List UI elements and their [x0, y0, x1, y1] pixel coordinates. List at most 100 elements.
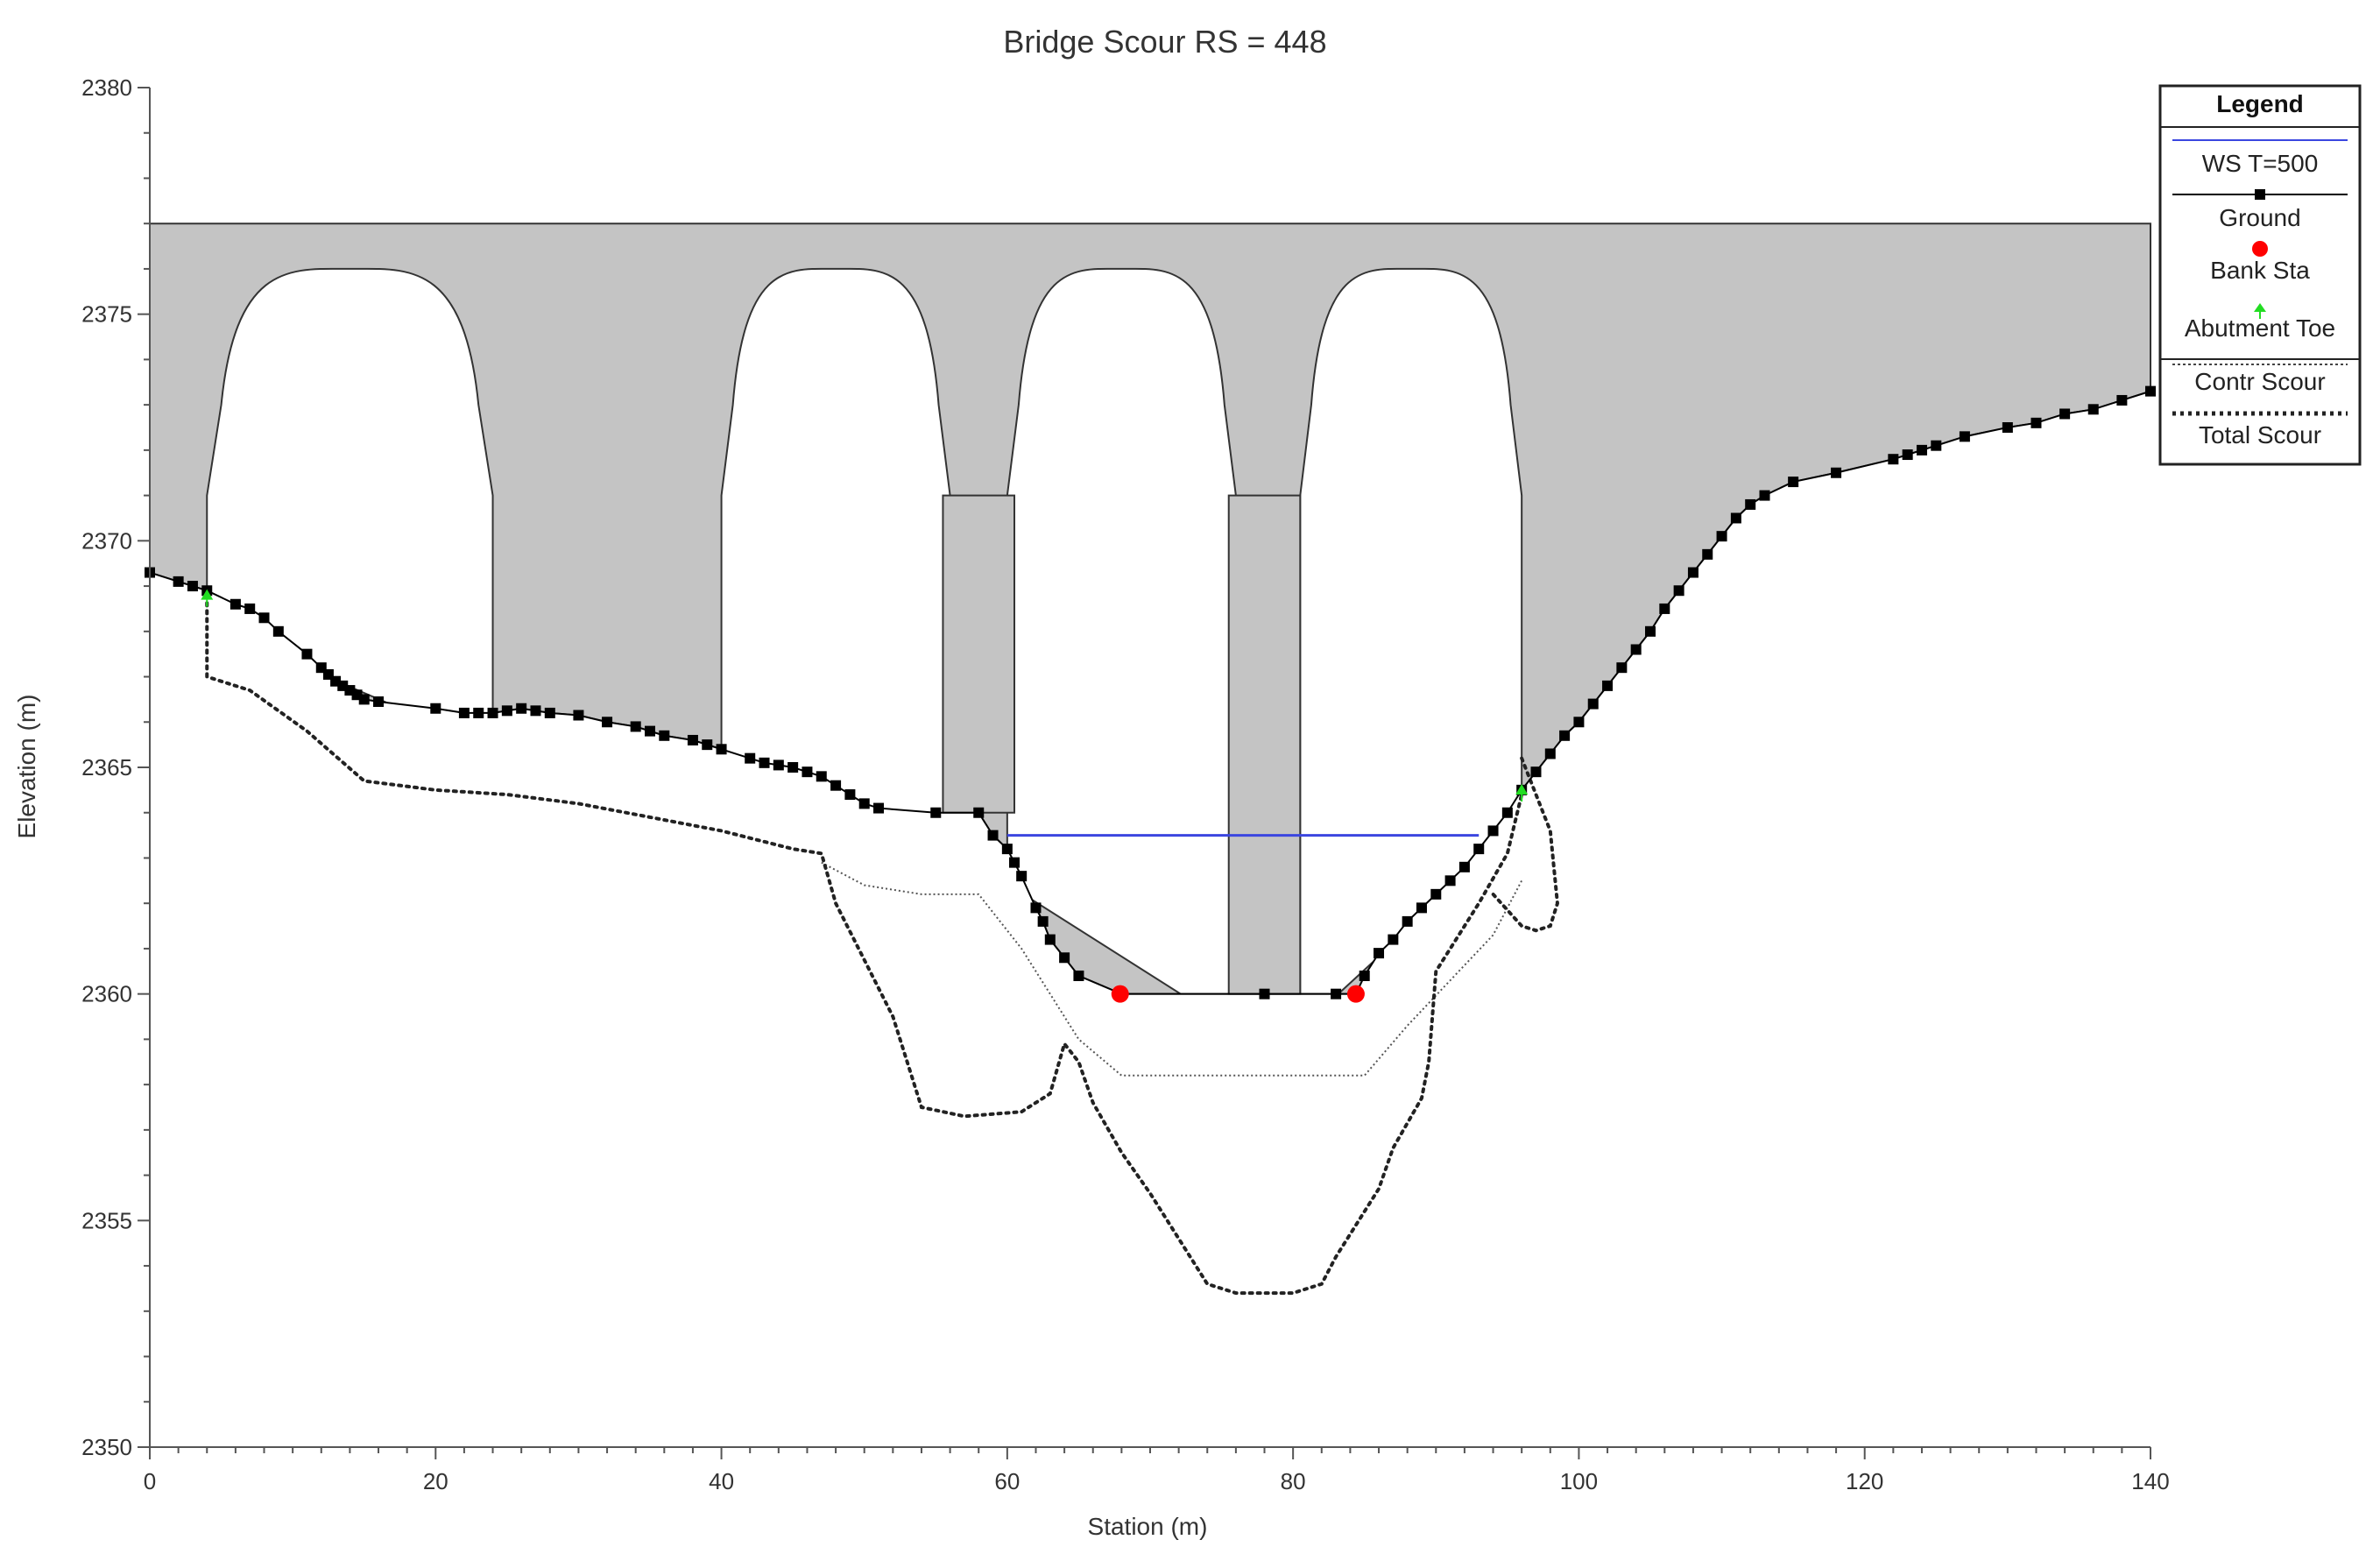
- ground-point: [702, 739, 713, 751]
- ground-point: [1259, 988, 1270, 999]
- ground-point: [1001, 844, 1013, 855]
- legend-entry-contr-scour: Contr Scour: [2194, 368, 2325, 395]
- ground-point: [602, 717, 613, 728]
- arch-opening-3: [1006, 267, 1237, 1031]
- y-tick-label: 2370: [81, 527, 132, 554]
- ground-point: [759, 757, 770, 768]
- ground-point: [1645, 625, 1656, 637]
- y-tick-label: 2375: [81, 301, 132, 328]
- ground-point: [1916, 444, 1927, 456]
- y-tick-label: 2380: [81, 74, 132, 101]
- ground-point: [773, 759, 784, 771]
- ground-point: [1616, 662, 1628, 674]
- ground-point: [1473, 844, 1485, 855]
- ground-point: [244, 603, 256, 614]
- y-axis-label: Elevation (m): [13, 695, 40, 839]
- ground-point: [430, 703, 441, 714]
- ground-point: [487, 707, 498, 718]
- ground-point: [1959, 431, 1970, 442]
- ground-point: [1073, 970, 1084, 981]
- x-tick-label: 20: [423, 1468, 448, 1494]
- ground-point: [1037, 915, 1049, 927]
- legend-abutment-marker: [2254, 303, 2266, 312]
- ground-point: [1659, 603, 1670, 614]
- x-ticks: 0 20 40 60 80 100 120 140: [144, 1447, 2170, 1494]
- ground-point: [1044, 934, 1056, 945]
- abutment-toe-point: [1515, 784, 1529, 795]
- legend-bank-marker: [2252, 241, 2268, 257]
- ground-point: [458, 707, 470, 718]
- arch-opening-2: [720, 267, 951, 850]
- ground-point: [830, 780, 842, 791]
- ground-point: [1030, 902, 1042, 914]
- ground-point: [1716, 531, 1727, 542]
- ground-point: [2030, 417, 2042, 428]
- ground-point: [716, 744, 727, 755]
- ground-point: [1430, 888, 1442, 900]
- ground-point: [1602, 680, 1614, 691]
- bank-sta-point: [1346, 985, 1365, 1003]
- ground-point: [2145, 385, 2156, 397]
- x-tick-label: 60: [994, 1468, 1020, 1494]
- ground-point: [930, 807, 942, 818]
- ground-point: [473, 707, 484, 718]
- ground-point: [1745, 498, 1756, 510]
- ground-point: [687, 734, 698, 745]
- legend-box: [2158, 84, 2362, 466]
- ground-point: [1388, 934, 1399, 945]
- legend-ground-marker: [2255, 189, 2265, 200]
- ground-point: [1673, 585, 1684, 597]
- ground-point: [1759, 490, 1770, 501]
- ground-point: [2059, 408, 2071, 420]
- legend-entry-abutment-toe: Abutment Toe: [2185, 314, 2335, 342]
- arch-opening-4: [1299, 267, 1523, 1031]
- bank-sta-point: [1111, 985, 1129, 1003]
- legend-entry-ground: Ground: [2219, 204, 2300, 231]
- ground-point: [1402, 915, 1413, 927]
- ground-point: [373, 696, 385, 707]
- ground-point: [516, 703, 527, 714]
- ground-point: [1359, 970, 1370, 981]
- pier-1: [942, 494, 1016, 814]
- y-tick-label: 2360: [81, 981, 132, 1007]
- ground-point: [844, 789, 856, 801]
- chart-title: Bridge Scour RS = 448: [1003, 24, 1326, 60]
- abutment-toe-point: [201, 589, 214, 600]
- ground-point: [745, 752, 756, 764]
- ground-point: [272, 625, 284, 637]
- x-tick-label: 0: [144, 1468, 156, 1494]
- ground-point: [1687, 567, 1698, 578]
- plot-area: [145, 222, 2156, 1448]
- ground-point: [1559, 730, 1571, 741]
- ground-point: [1730, 512, 1741, 524]
- ground-point: [1444, 875, 1456, 886]
- ground-point: [1630, 644, 1642, 655]
- ground-point: [1573, 717, 1585, 728]
- y-ticks: 2350 2355 2360 2365 2370 2375 2380: [81, 74, 150, 1460]
- ground-point: [358, 694, 370, 705]
- ground-point: [301, 648, 313, 660]
- ground-point: [1059, 952, 1070, 964]
- ground-point: [187, 581, 198, 592]
- ground-point: [1487, 825, 1499, 837]
- ground-point: [973, 807, 985, 818]
- ground-point: [659, 730, 670, 741]
- ground-point: [530, 705, 541, 717]
- ground-point: [230, 598, 241, 610]
- x-tick-label: 40: [709, 1468, 734, 1494]
- ground-point: [2087, 404, 2099, 415]
- ground-point: [787, 762, 799, 773]
- ground-markers: [145, 385, 2156, 999]
- ground-point: [1587, 698, 1599, 710]
- ground-point: [2002, 422, 2013, 433]
- x-tick-label: 140: [2131, 1468, 2169, 1494]
- ground-point: [987, 830, 999, 841]
- ground-point: [1530, 766, 1542, 778]
- ground-point: [1016, 871, 1028, 882]
- ground-point: [1009, 857, 1021, 868]
- ground-point: [1374, 948, 1385, 959]
- pier-2: [1227, 494, 1302, 995]
- x-tick-label: 120: [1846, 1468, 1883, 1494]
- ground-point: [630, 721, 641, 732]
